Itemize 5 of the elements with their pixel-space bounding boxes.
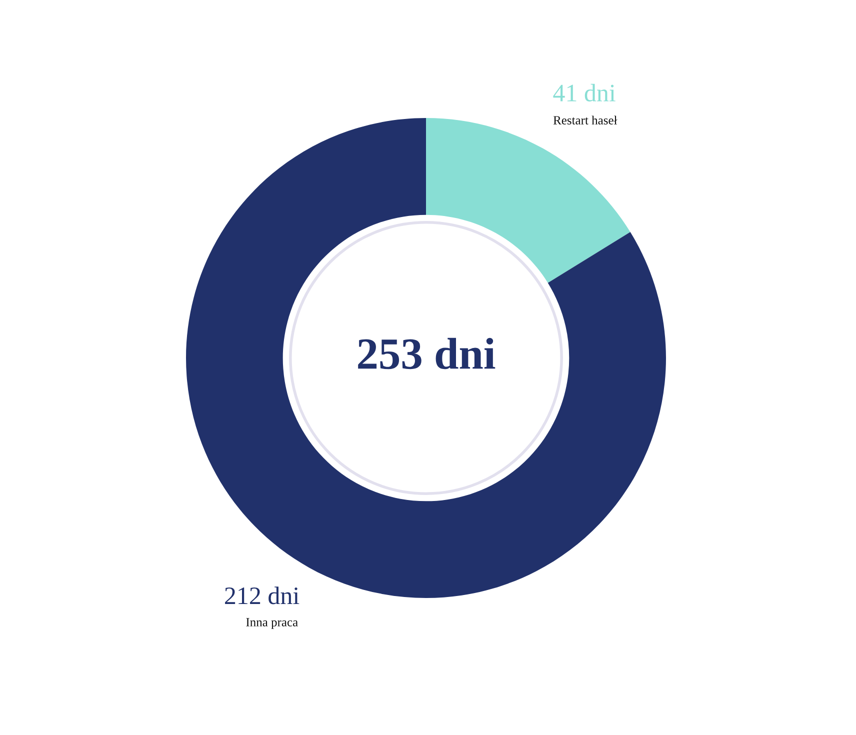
data-label: 212 dni — [225, 586, 300, 604]
text: 253 dni — [358, 338, 496, 370]
data-label: 41 dni — [553, 84, 616, 102]
slice-label: Inna praca — [246, 618, 298, 629]
slice-label: Restart haseł — [553, 116, 618, 124]
